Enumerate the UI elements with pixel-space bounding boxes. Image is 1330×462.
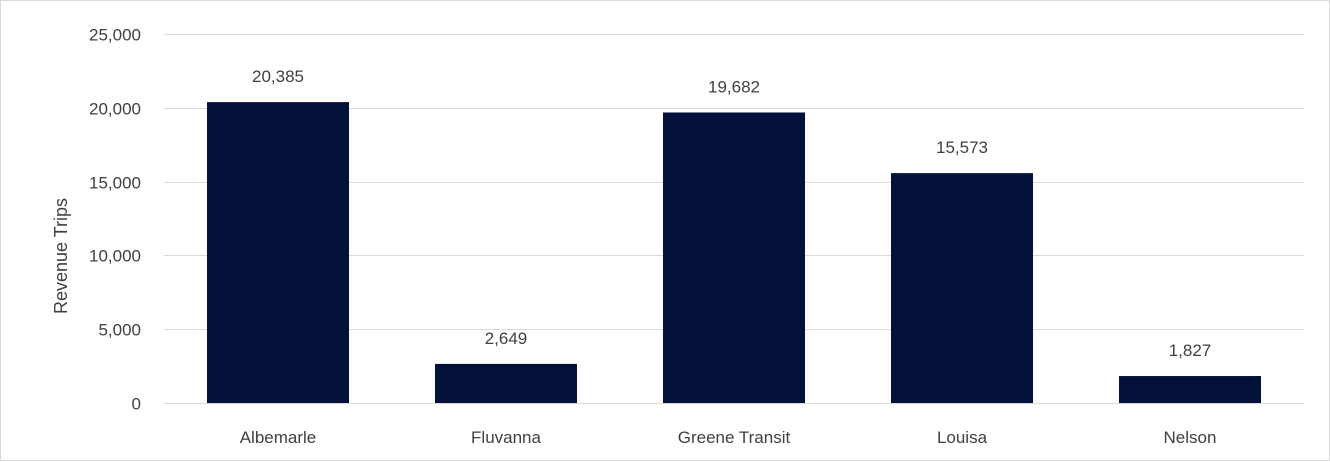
- x-axis-ticks: Albemarle Fluvanna Greene Transit Louisa Nel…: [240, 428, 1217, 447]
- data-label: 20,385: [252, 67, 304, 86]
- y-axis-title: Revenue Trips: [51, 198, 71, 314]
- y-tick-label: 0: [132, 395, 141, 414]
- data-label: 19,682: [708, 77, 760, 96]
- y-tick-label: 10,000: [89, 247, 141, 266]
- y-tick-label: 15,000: [89, 174, 141, 193]
- x-tick-label: Greene Transit: [678, 428, 791, 447]
- bar-fluvanna: [435, 363, 577, 403]
- y-tick-label: 5,000: [98, 321, 141, 340]
- bar-albemarle: [207, 102, 349, 403]
- y-tick-label: 20,000: [89, 100, 141, 119]
- bars: [207, 102, 1261, 403]
- y-axis-ticks: 0 5,000 10,000 15,000 20,000 25,000: [89, 26, 141, 414]
- data-label: 1,827: [1169, 341, 1212, 360]
- bar-louisa: [891, 173, 1033, 403]
- bar-nelson: [1119, 376, 1261, 403]
- data-label: 15,573: [936, 138, 988, 157]
- x-tick-label: Fluvanna: [471, 428, 541, 447]
- x-tick-label: Albemarle: [240, 428, 317, 447]
- x-tick-label: Louisa: [937, 428, 988, 447]
- y-tick-label: 25,000: [89, 26, 141, 45]
- x-tick-label: Nelson: [1164, 428, 1217, 447]
- bar-greene-transit: [663, 112, 805, 403]
- data-label: 2,649: [485, 329, 528, 348]
- data-labels: 20,385 2,649 19,682 15,573 1,827: [252, 67, 1211, 360]
